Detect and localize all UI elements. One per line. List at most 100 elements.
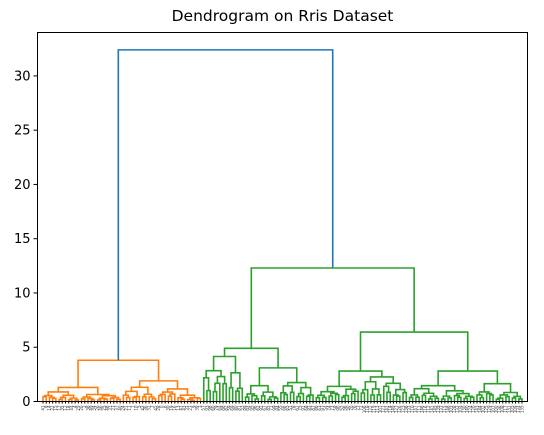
dendrogram-link [258,367,298,386]
dendrogram-link [300,386,312,396]
leaf-label: 12 [63,405,68,411]
leaf-label: 28 [156,405,161,411]
dendrogram-link [244,396,250,402]
leaf-label: 136 [497,405,502,413]
leaf-label: 92 [259,405,264,411]
dendrogram-link [362,388,369,402]
dendrogram-link [429,395,438,399]
dendrogram-link [370,394,375,402]
leaf-label: 71 [269,405,274,411]
dendrogram-link [267,398,273,402]
dendrogram-link [58,398,64,402]
leaf-label: 51 [288,405,293,411]
dendrogram-link [402,391,408,402]
dendrogram-link [315,396,321,402]
leaf-label: 63 [317,405,322,411]
dendrogram-link [360,392,366,402]
dendrogram-link [228,386,234,402]
leaf-label: 105 [510,405,515,413]
leaf-label: 76 [352,405,357,411]
dendrogram-link [338,370,383,387]
leaf-label: 6 [162,405,167,408]
leaf-label: 149 [391,405,396,413]
y-tick-label: 15 [14,232,31,247]
leaf-label: 49 [89,405,94,411]
leaf-label: 125 [484,405,489,413]
leaf-label: 126 [397,405,402,413]
leaf-label: 111 [416,405,421,413]
dendrogram-link [212,390,218,402]
leaf-label: 34 [92,405,97,411]
dendrogram-link [179,394,196,398]
leaf-label: 144 [478,405,483,413]
dendrogram-link [456,396,462,402]
dendrogram-link [345,388,357,396]
leaf-label: 90 [336,405,341,411]
dendrogram-link [440,398,446,402]
dendrogram-link [326,385,352,392]
leaf-label: 118 [365,405,370,413]
leaf-label: 115 [442,405,447,413]
dendrogram-link [517,398,523,402]
leaf-label: 117 [503,405,508,413]
dendrogram-link [420,384,456,391]
leaf-label: 86 [314,405,319,411]
leaf-label: 95 [249,405,254,411]
dendrogram-link [273,397,279,402]
leaf-label: 53 [240,405,245,411]
leaf-label: 61 [294,405,299,411]
dendrogram-link [427,398,433,402]
leaf-label: 11 [127,405,132,411]
leaf-label: 31 [108,405,113,411]
leaf-label: 103 [449,405,454,413]
dendrogram-link [413,387,430,395]
dendrogram-link [167,395,173,402]
chart-title: Dendrogram on Rris Dataset [171,7,394,25]
dendrogram-link [369,376,395,384]
dendrogram-link [447,397,453,402]
leaf-label: 113 [375,405,380,413]
leaf-label: 47 [179,405,184,411]
leaf-label: 25 [101,405,106,411]
leaf-label: 1 [130,405,135,408]
leaf-label: 5 [137,405,142,408]
dendrogram-link [296,395,301,402]
dendrogram-link [321,396,327,402]
leaf-label: 134 [516,405,521,413]
dendrogram-link [67,398,73,402]
leaf-label: 18 [66,405,71,411]
dendrogram-link [513,395,522,399]
leaf-label: 72 [359,405,364,411]
leaf-label: 93 [204,405,209,411]
dendrogram-link [103,398,109,402]
leaf-label: 139 [436,405,441,413]
dendrogram-link [74,399,80,402]
leaf-label: 81 [236,405,241,411]
dendrogram-link [408,396,414,402]
dendrogram-link [57,386,99,395]
dendrogram-link [124,390,138,397]
dendrogram-link [489,394,494,402]
leaf-label: 3 [198,405,203,408]
leaf-label: 124 [468,405,473,413]
leaf-label: 145 [433,405,438,413]
dendrogram-link [62,394,75,399]
leaf-label: 44 [69,405,74,411]
leaf-label: 100 [494,405,499,413]
leaf-label: 135 [519,405,524,413]
dendrogram-link [410,394,419,398]
dendrogram-link [499,394,509,399]
leaf-label: 109 [513,405,518,413]
leaf-label: 91 [301,405,306,411]
dendrogram-link [415,396,420,402]
dendrogram-link [196,397,202,402]
y-tick-label: 5 [22,341,30,356]
dendrogram-link [297,392,305,402]
y-tick-label: 25 [14,124,31,139]
leaf-label: 62 [256,405,261,411]
leaf-label: 30 [166,405,171,411]
dendrogram-link [382,385,390,402]
dendrogram-link [395,395,401,402]
leaf-label: 119 [371,405,376,413]
leaf-label: 78 [291,405,296,411]
